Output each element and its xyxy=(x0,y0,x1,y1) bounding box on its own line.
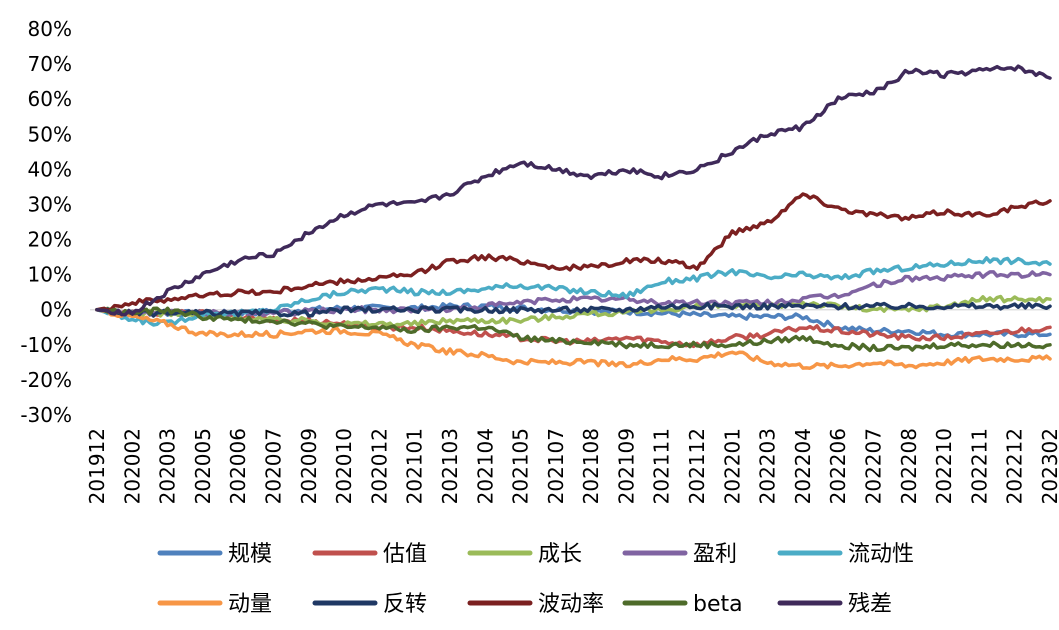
legend-item[interactable]: 反转 xyxy=(312,592,427,617)
x-tick-label: 202002 xyxy=(120,428,144,504)
x-tick-label: 202212 xyxy=(1003,428,1027,504)
x-tick-label: 202101 xyxy=(403,428,427,504)
y-tick-label: -30% xyxy=(20,403,72,427)
x-tick-label: 202107 xyxy=(544,428,568,504)
legend-item[interactable]: 残差 xyxy=(777,592,892,617)
x-tick-label: 202211 xyxy=(967,428,991,504)
x-tick-label: 202204 xyxy=(791,428,815,504)
series-line-6 xyxy=(95,301,1052,318)
x-tick-label: 202207 xyxy=(862,428,886,504)
legend-label: 盈利 xyxy=(693,542,737,567)
y-tick-label: 70% xyxy=(28,52,72,76)
series-line-5 xyxy=(95,307,1052,370)
x-tick-label: 202302 xyxy=(1038,428,1059,504)
legend-item[interactable]: 流动性 xyxy=(777,542,914,567)
x-tick-label: 202203 xyxy=(756,428,780,504)
legend-label: 成长 xyxy=(538,542,582,567)
legend-label: beta xyxy=(693,592,743,617)
legend-item[interactable]: beta xyxy=(622,592,743,617)
legend-item[interactable]: 估值 xyxy=(312,542,427,567)
y-axis-labels: 80% 70% 60% 50% 40% 30% 20% 10% 0% -10% -20% -30% xyxy=(20,17,72,427)
x-tick-label: 202108 xyxy=(579,428,603,504)
legend-label: 规模 xyxy=(228,542,272,567)
legend-item[interactable]: 规模 xyxy=(157,542,272,567)
legend-item[interactable]: 波动率 xyxy=(467,592,604,617)
series-line-9 xyxy=(95,64,1052,317)
legend-item[interactable]: 盈利 xyxy=(622,542,737,567)
x-tick-label: 201912 xyxy=(85,428,109,504)
x-tick-label: 202009 xyxy=(297,428,321,504)
legend-item[interactable]: 成长 xyxy=(467,542,582,567)
series-line-8 xyxy=(95,306,1052,353)
x-tick-label: 202012 xyxy=(367,428,391,504)
x-tick-label: 202111 xyxy=(650,428,674,504)
x-tick-label: 202010 xyxy=(332,428,356,504)
x-tick-label: 202104 xyxy=(473,428,497,504)
x-tick-label: 202112 xyxy=(685,428,709,504)
x-tick-label: 202206 xyxy=(826,428,850,504)
series-line-7 xyxy=(95,192,1052,312)
x-tick-label: 202003 xyxy=(156,428,180,504)
y-tick-label: 80% xyxy=(28,17,72,41)
x-tick-label: 202210 xyxy=(932,428,956,504)
x-tick-label: 202201 xyxy=(720,428,744,504)
y-tick-label: 30% xyxy=(28,192,72,216)
legend-label: 流动性 xyxy=(848,542,914,567)
x-tick-label: 202109 xyxy=(614,428,638,504)
x-tick-label: 202007 xyxy=(261,428,285,504)
x-axis-labels: 201912 202002 202003 202005 202006 202007 2020… xyxy=(85,428,1059,504)
y-tick-label: 20% xyxy=(28,228,72,252)
series-lines xyxy=(95,64,1052,370)
legend-label: 波动率 xyxy=(538,592,604,617)
legend-label: 动量 xyxy=(228,592,272,617)
x-tick-label: 202005 xyxy=(191,428,215,504)
y-tick-label: 0% xyxy=(40,298,72,322)
legend-item[interactable]: 动量 xyxy=(157,592,272,617)
y-tick-label: 60% xyxy=(28,87,72,111)
x-tick-label: 202103 xyxy=(438,428,462,504)
y-tick-label: 50% xyxy=(28,122,72,146)
legend-label: 估值 xyxy=(383,542,427,567)
series-line-3 xyxy=(95,270,1052,318)
x-tick-label: 202208 xyxy=(897,428,921,504)
y-tick-label: -10% xyxy=(20,333,72,357)
legend-label: 反转 xyxy=(383,592,427,617)
y-tick-label: 40% xyxy=(28,157,72,181)
y-tick-label: -20% xyxy=(20,368,72,392)
y-tick-label: 10% xyxy=(28,263,72,287)
x-tick-label: 202105 xyxy=(509,428,533,504)
legend-label: 残差 xyxy=(848,592,892,617)
x-tick-label: 202006 xyxy=(226,428,250,504)
